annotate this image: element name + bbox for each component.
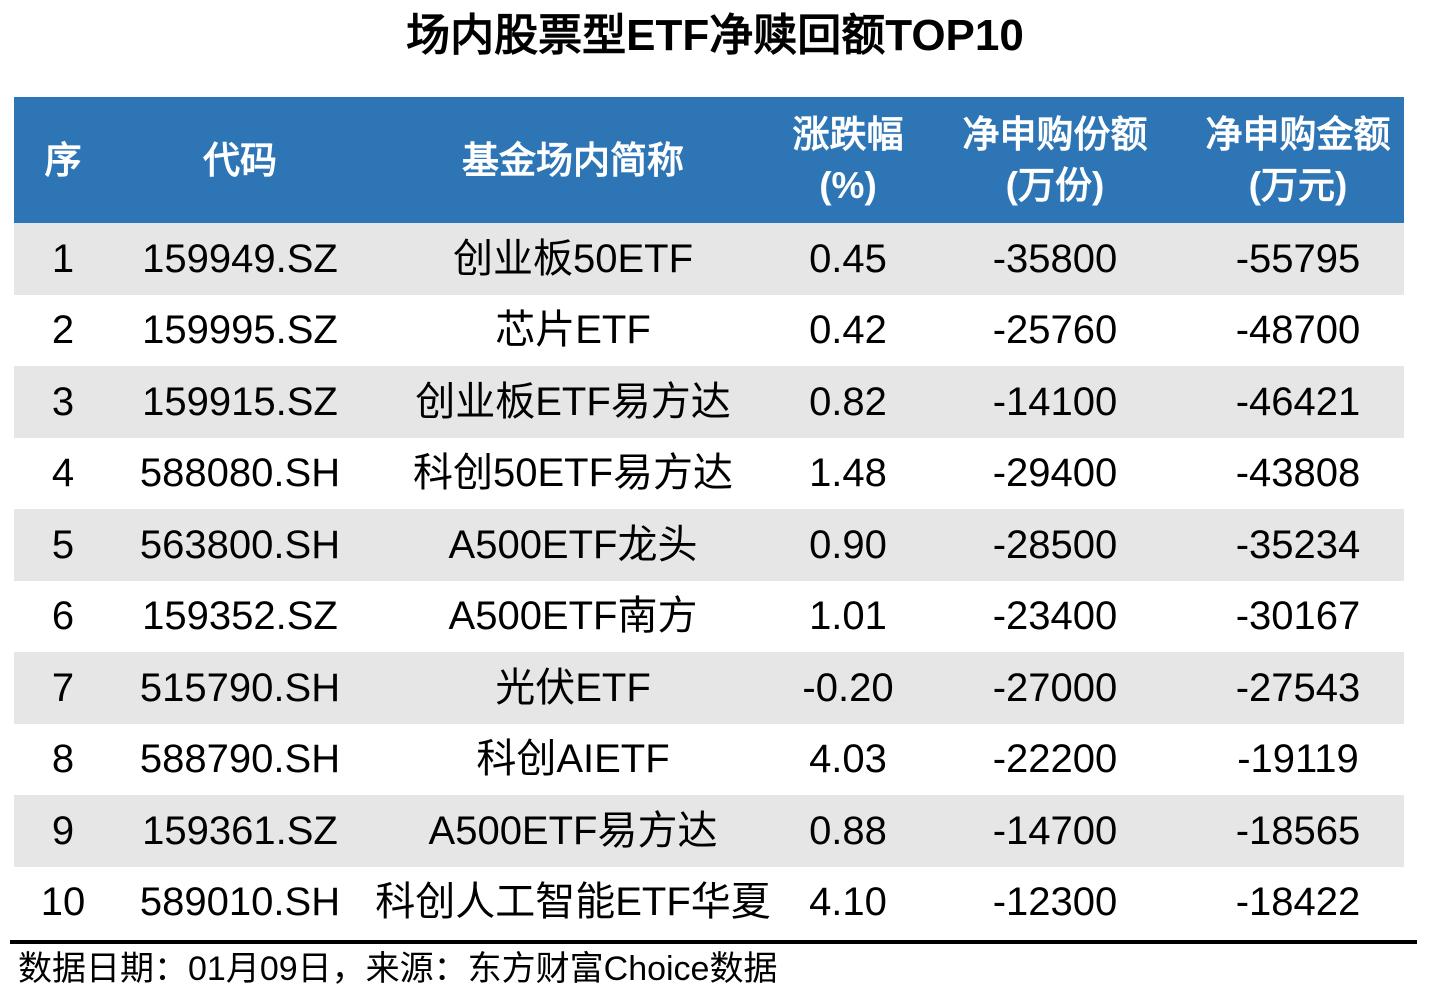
- table-cell: 0.42: [809, 308, 887, 353]
- table-row-7: 7 515790.SH 光伏ETF -0.20 -27000 -27543: [14, 652, 1404, 724]
- table-cell: 7: [51, 665, 75, 710]
- table-cell: -23400: [992, 594, 1118, 639]
- table-cell: 3: [51, 379, 75, 424]
- table-cell: -48700: [1235, 308, 1361, 353]
- table-cell: -27543: [1235, 665, 1361, 710]
- table-cell: 159352.SZ: [142, 594, 338, 639]
- column-header-unit: (万元): [1248, 165, 1348, 206]
- table-cell: -12300: [992, 880, 1118, 925]
- footer-divider: [10, 940, 1417, 944]
- table-cell: -35800: [992, 236, 1118, 281]
- column-header-unit: (万份): [1005, 165, 1105, 206]
- table-cell: 8: [51, 737, 75, 782]
- table-cell: -35234: [1235, 522, 1361, 567]
- table-header-row: 序 代码 基金场内简称 涨跌幅 (%) 净申购份额 (万份) 净申购金额 (万元): [14, 97, 1404, 223]
- table-cell: -55795: [1235, 236, 1361, 281]
- table-cell: 科创AIETF: [476, 737, 670, 782]
- column-header-label: 净申购金额: [1205, 114, 1391, 155]
- source-note: 数据日期：01月09日，来源：东方财富Choice数据: [18, 950, 778, 988]
- table-cell: -46421: [1235, 379, 1361, 424]
- table-cell: 159995.SZ: [142, 308, 338, 353]
- table-row-1: 1 159949.SZ 创业板50ETF 0.45 -35800 -55795: [14, 223, 1404, 295]
- table-cell: -0.20: [802, 665, 894, 710]
- table-cell: -28500: [992, 522, 1118, 567]
- column-header-3: 基金场内简称: [368, 97, 778, 223]
- table-cell: 588080.SH: [139, 451, 341, 496]
- table-cell: -18565: [1235, 808, 1361, 853]
- table-cell: 159361.SZ: [142, 808, 338, 853]
- table-cell: 588790.SH: [139, 737, 341, 782]
- table-row-3: 3 159915.SZ 创业板ETF易方达 0.82 -14100 -46421: [14, 366, 1404, 438]
- table-cell: -27000: [992, 665, 1118, 710]
- table-cell: -14700: [992, 808, 1118, 853]
- table-cell: -19119: [1237, 737, 1359, 782]
- table-cell: 0.90: [809, 522, 887, 567]
- table-row-10: 10 589010.SH 科创人工智能ETF华夏 4.10 -12300 -18422: [14, 866, 1404, 938]
- table-cell: A500ETF易方达: [428, 808, 718, 853]
- table-cell: 创业板ETF易方达: [415, 379, 731, 424]
- table-cell: 4: [51, 451, 75, 496]
- table-cell: 科创50ETF易方达: [412, 451, 734, 496]
- table-cell: -30167: [1235, 594, 1361, 639]
- column-header-6: 净申购金额 (万元): [1192, 97, 1404, 223]
- table-cell: 6: [51, 594, 75, 639]
- column-header-4: 涨跌幅 (%): [778, 97, 918, 223]
- table-cell: 2: [51, 308, 75, 353]
- table-cell: A500ETF南方: [448, 594, 698, 639]
- table-row-9: 9 159361.SZ A500ETF易方达 0.88 -14700 -18565: [14, 795, 1404, 867]
- table-cell: 10: [40, 880, 86, 925]
- table-cell: 159949.SZ: [142, 236, 338, 281]
- table-cell: 0.88: [809, 808, 887, 853]
- table-cell: 光伏ETF: [495, 665, 651, 710]
- column-header-label: 基金场内简称: [462, 139, 684, 181]
- table-cell: 1.01: [809, 594, 887, 639]
- column-header-1: 序: [14, 97, 112, 223]
- column-header-2: 代码: [112, 97, 368, 223]
- table-cell: A500ETF龙头: [448, 522, 698, 567]
- table-cell: -43808: [1235, 451, 1361, 496]
- table-cell: 4.03: [809, 737, 887, 782]
- table-cell: 0.82: [809, 379, 887, 424]
- table-cell: 159915.SZ: [142, 379, 338, 424]
- column-header-label: 代码: [203, 139, 277, 181]
- column-header-5: 净申购份额 (万份): [918, 97, 1192, 223]
- table-cell: 9: [51, 808, 75, 853]
- table-cell: -29400: [992, 451, 1118, 496]
- table-row-5: 5 563800.SH A500ETF龙头 0.90 -28500 -35234: [14, 509, 1404, 581]
- etf-table: 序 代码 基金场内简称 涨跌幅 (%) 净申购份额 (万份) 净申购金额 (万元) 1 15994…: [14, 97, 1404, 938]
- table-cell: 515790.SH: [139, 665, 341, 710]
- table-cell: 1.48: [809, 451, 887, 496]
- table-row-4: 4 588080.SH 科创50ETF易方达 1.48 -29400 -43808: [14, 437, 1404, 509]
- table-cell: 1: [51, 236, 75, 281]
- table-row-6: 6 159352.SZ A500ETF南方 1.01 -23400 -30167: [14, 580, 1404, 652]
- column-header-unit: (%): [819, 165, 877, 206]
- table-cell: 5: [51, 522, 75, 567]
- table-cell: 589010.SH: [139, 880, 341, 925]
- column-header-label: 净申购份额: [962, 114, 1148, 155]
- column-header-label: 涨跌幅: [792, 114, 904, 155]
- table-cell: 0.45: [809, 236, 887, 281]
- table-cell: 芯片ETF: [495, 308, 651, 353]
- table-cell: -14100: [992, 379, 1118, 424]
- table-row-8: 8 588790.SH 科创AIETF 4.03 -22200 -19119: [14, 723, 1404, 795]
- table-cell: 科创人工智能ETF华夏: [375, 880, 771, 925]
- table-cell: -22200: [992, 737, 1118, 782]
- table-cell: -25760: [992, 308, 1118, 353]
- table-cell: -18422: [1235, 880, 1361, 925]
- column-header-label: 序: [44, 139, 82, 181]
- table-row-2: 2 159995.SZ 芯片ETF 0.42 -25760 -48700: [14, 294, 1404, 366]
- table-cell: 创业板50ETF: [452, 236, 694, 281]
- table-body: 1 159949.SZ 创业板50ETF 0.45 -35800 -55795 2 15999…: [14, 223, 1404, 938]
- table-cell: 4.10: [809, 880, 887, 925]
- table-cell: 563800.SH: [139, 522, 341, 567]
- page-title: 场内股票型ETF净赎回额TOP10: [406, 11, 1024, 60]
